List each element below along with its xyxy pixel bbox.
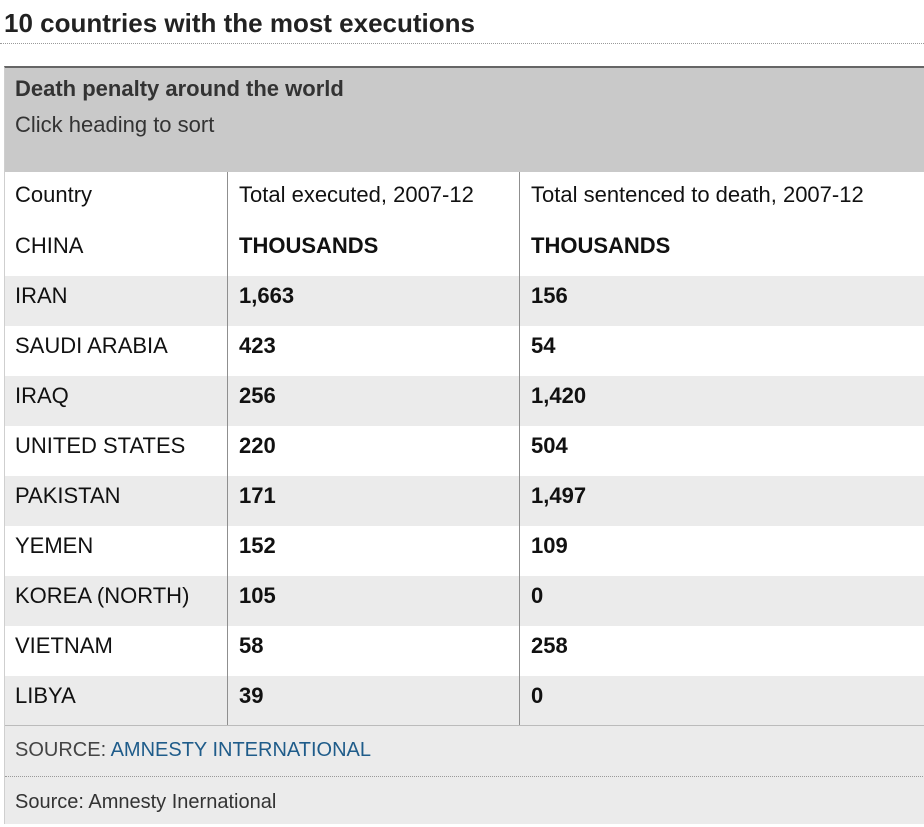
table-row: CHINA THOUSANDS THOUSANDS (5, 226, 924, 276)
sentenced-cell: 54 (531, 333, 556, 358)
credit-text: Source: Amnesty Inernational (15, 791, 277, 813)
country-cell: KOREA (NORTH) (15, 583, 190, 608)
sentenced-cell: 109 (531, 533, 568, 558)
page-title: 10 countries with the most executions (4, 8, 475, 38)
table-row: LIBYA 39 0 (5, 676, 924, 726)
column-header-country[interactable]: Country (15, 182, 93, 207)
table-body: CHINA THOUSANDS THOUSANDS IRAN 1,663 156… (5, 226, 924, 726)
executed-cell: 1,663 (239, 283, 295, 308)
sentenced-cell: 156 (531, 283, 568, 308)
executed-cell: 39 (239, 683, 264, 708)
country-cell: SAUDI ARABIA (15, 333, 168, 358)
executed-cell: 152 (239, 533, 276, 558)
table-caption: Death penalty around the world Click hea… (5, 68, 924, 172)
table-row: VIETNAM 58 258 (5, 626, 924, 676)
table-bottom-rule (5, 725, 924, 726)
executed-cell: 256 (239, 383, 276, 408)
sentenced-cell: 1,420 (531, 383, 587, 408)
executed-cell: THOUSANDS (239, 233, 379, 258)
source-label: SOURCE: (15, 739, 111, 761)
executed-cell: 171 (239, 483, 276, 508)
table-row: IRAQ 256 1,420 (5, 376, 924, 426)
death-penalty-table: Death penalty around the world Click hea… (4, 66, 924, 824)
sentenced-cell: 504 (531, 433, 568, 458)
executed-cell: 105 (239, 583, 276, 608)
country-cell: IRAN (15, 283, 68, 308)
column-divider (227, 172, 228, 726)
table-row: SAUDI ARABIA 423 54 (5, 326, 924, 376)
executed-cell: 58 (239, 633, 264, 658)
table-row: UNITED STATES 220 504 (5, 426, 924, 476)
country-cell: YEMEN (15, 533, 94, 558)
table-header-row: Country Total executed, 2007-12 Total se… (5, 172, 924, 227)
table-row: KOREA (NORTH) 105 0 (5, 576, 924, 626)
source-line: SOURCE: AMNESTY INTERNATIONAL (15, 726, 371, 774)
executed-cell: 423 (239, 333, 276, 358)
country-cell: IRAQ (15, 383, 69, 408)
source-row: SOURCE: AMNESTY INTERNATIONAL (5, 726, 924, 777)
sentenced-cell: THOUSANDS (531, 233, 671, 258)
sentenced-cell: 1,497 (531, 483, 587, 508)
sentenced-cell: 258 (531, 633, 568, 658)
table-row: PAKISTAN 171 1,497 (5, 476, 924, 526)
country-cell: VIETNAM (15, 633, 113, 658)
heading-divider (0, 43, 924, 44)
country-cell: UNITED STATES (15, 433, 186, 458)
sentenced-cell: 0 (531, 683, 544, 708)
country-cell: CHINA (15, 233, 84, 258)
country-cell: PAKISTAN (15, 483, 121, 508)
executed-cell: 220 (239, 433, 276, 458)
sentenced-cell: 0 (531, 583, 544, 608)
table-caption-instructions: Click heading to sort (15, 112, 215, 137)
table-caption-title: Death penalty around the world (15, 76, 344, 101)
column-header-total-executed[interactable]: Total executed, 2007-12 (239, 182, 474, 207)
credit-row: Source: Amnesty Inernational (5, 777, 924, 824)
table-row: YEMEN 152 109 (5, 526, 924, 576)
country-cell: LIBYA (15, 683, 76, 708)
column-header-total-sentenced[interactable]: Total sentenced to death, 2007-12 (531, 182, 864, 207)
column-divider (519, 172, 520, 726)
amnesty-international-link[interactable]: AMNESTY INTERNATIONAL (110, 739, 371, 761)
table-row: IRAN 1,663 156 (5, 276, 924, 326)
